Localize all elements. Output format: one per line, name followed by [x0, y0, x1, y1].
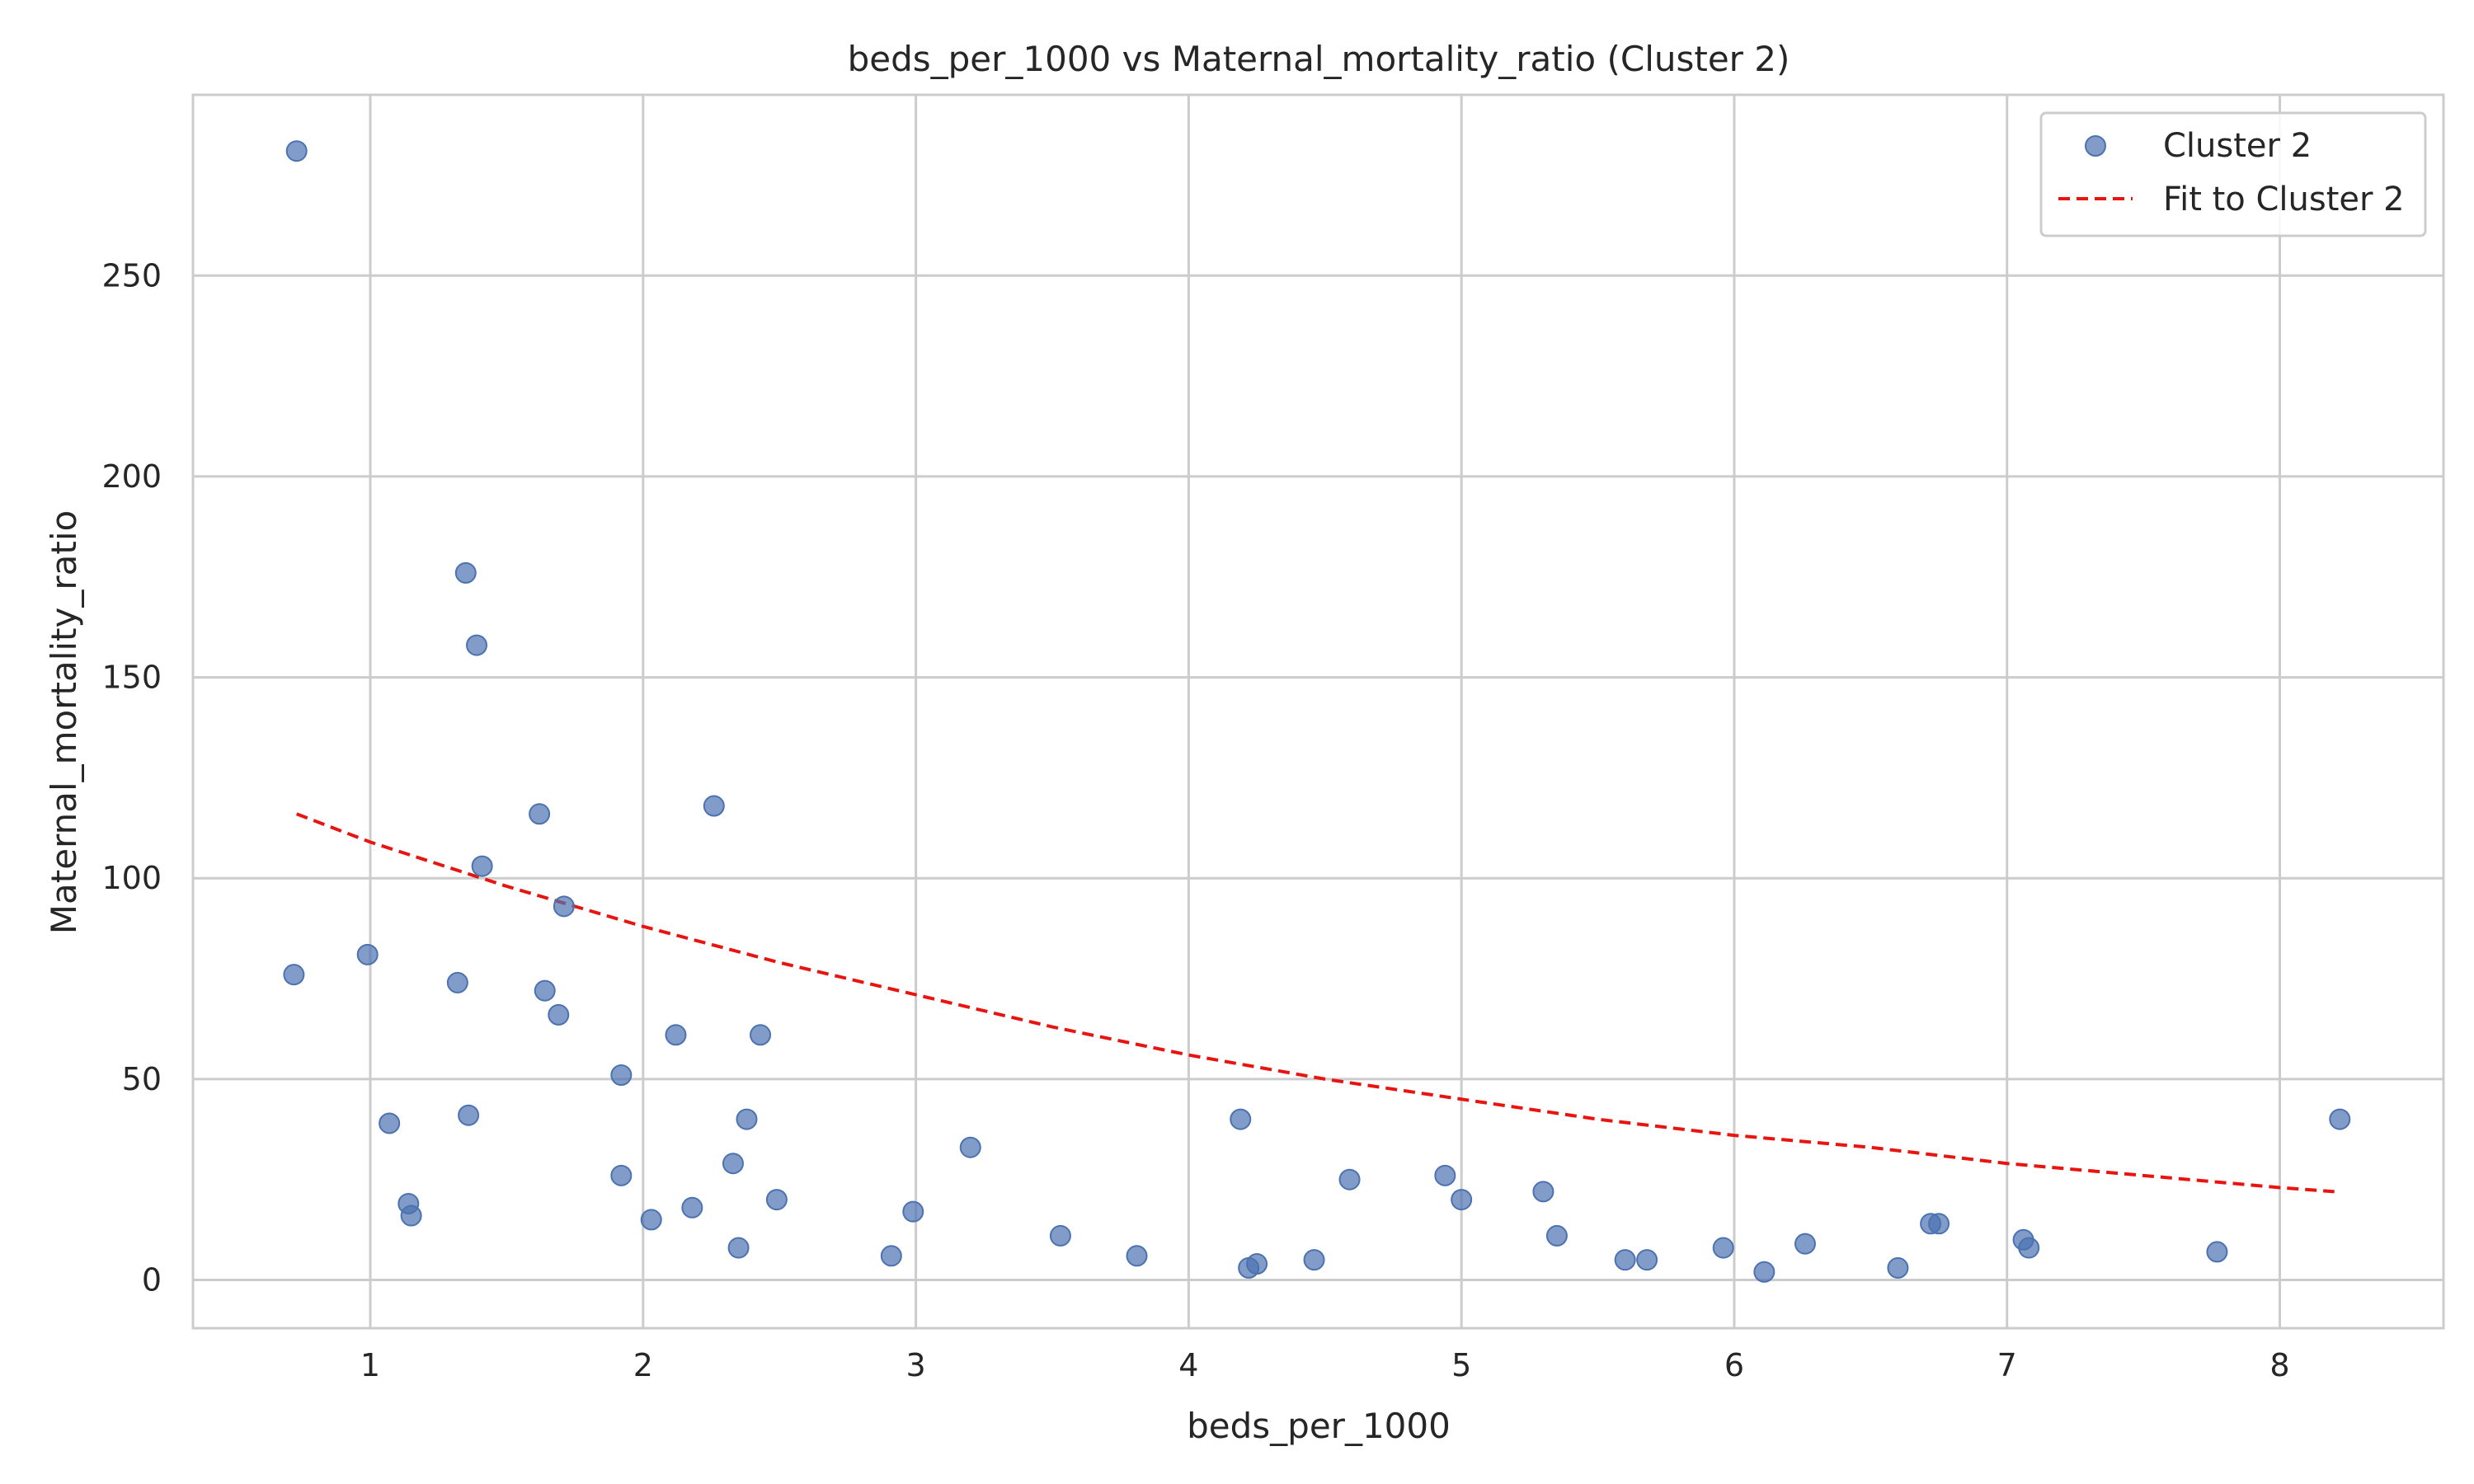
data-point — [446, 971, 468, 993]
data-point — [1532, 1181, 1554, 1203]
data-point — [1614, 1249, 1636, 1271]
y-tick-label: 0 — [142, 1262, 162, 1298]
y-tick-labels: 0 50 100 150 200 250 — [101, 257, 162, 1298]
data-point — [1636, 1249, 1658, 1271]
data-point — [1338, 1168, 1361, 1190]
legend-box — [2039, 111, 2427, 237]
data-point — [553, 895, 575, 918]
data-point — [466, 634, 488, 656]
plot-frame — [191, 93, 2445, 1330]
data-point — [2206, 1241, 2228, 1263]
chart-title: beds_per_1000 vs Maternal_mortality_rati… — [848, 39, 1790, 79]
data-point — [1303, 1249, 1325, 1271]
data-point — [1712, 1237, 1734, 1259]
data-point — [750, 1024, 772, 1046]
data-point — [1753, 1261, 1776, 1283]
data-point — [880, 1245, 902, 1267]
data-point — [1451, 1189, 1473, 1211]
data-point — [665, 1024, 687, 1046]
data-point — [722, 1153, 744, 1175]
data-point — [1928, 1213, 1950, 1235]
data-point — [610, 1064, 633, 1087]
data-point — [959, 1136, 981, 1158]
data-point — [2329, 1108, 2351, 1130]
y-tick-label: 50 — [122, 1061, 162, 1097]
x-tick-label: 3 — [905, 1347, 925, 1383]
data-point — [1230, 1108, 1252, 1130]
data-point — [1794, 1233, 1816, 1255]
legend-marker-cluster-2 — [2085, 135, 2106, 157]
x-tick-label: 4 — [1178, 1347, 1198, 1383]
fit-line — [295, 812, 2335, 1194]
y-tick-label: 250 — [101, 257, 162, 294]
legend-label-cluster-2: Cluster 2 — [2163, 127, 2312, 165]
x-tick-label: 8 — [2269, 1347, 2289, 1383]
data-point — [736, 1108, 758, 1130]
legend: Cluster 2 Fit to Cluster 2 — [2039, 111, 2427, 237]
data-point — [1049, 1224, 1071, 1247]
data-point — [400, 1205, 422, 1227]
x-tick-label: 7 — [1997, 1347, 2017, 1383]
data-point — [902, 1200, 924, 1223]
x-axis-title: beds_per_1000 — [1187, 1406, 1451, 1446]
data-point — [765, 1189, 788, 1211]
fit-line-layer — [295, 812, 2335, 1194]
data-point — [471, 855, 493, 877]
data-point — [534, 979, 556, 1002]
x-tick-label: 2 — [633, 1347, 653, 1383]
data-point — [454, 561, 477, 584]
y-tick-label: 200 — [101, 458, 162, 495]
data-point — [379, 1112, 401, 1134]
scatter-points — [283, 140, 2351, 1283]
data-point — [1126, 1245, 1148, 1267]
data-point — [548, 1003, 570, 1026]
x-tick-label: 1 — [360, 1347, 380, 1383]
x-tick-labels: 1 2 3 4 5 6 7 8 — [360, 1347, 2290, 1383]
data-point — [2018, 1237, 2040, 1259]
x-tick-label: 6 — [1724, 1347, 1744, 1383]
y-tick-label: 100 — [101, 860, 162, 896]
data-point — [283, 964, 305, 986]
data-point — [458, 1104, 480, 1126]
data-point — [610, 1164, 633, 1186]
data-point — [285, 140, 308, 162]
y-axis-title: Maternal_mortality_ratio — [44, 510, 84, 934]
data-point — [681, 1196, 703, 1219]
data-point — [703, 795, 725, 817]
x-tick-label: 5 — [1451, 1347, 1471, 1383]
data-point — [640, 1209, 662, 1231]
y-tick-label: 150 — [101, 660, 162, 696]
data-point — [1887, 1256, 1909, 1279]
data-point — [1545, 1224, 1568, 1247]
data-point — [1434, 1164, 1456, 1186]
data-point — [529, 803, 551, 825]
data-point — [356, 943, 379, 965]
data-point — [1246, 1253, 1268, 1275]
data-point — [727, 1237, 750, 1259]
legend-label-fit: Fit to Cluster 2 — [2163, 181, 2405, 218]
